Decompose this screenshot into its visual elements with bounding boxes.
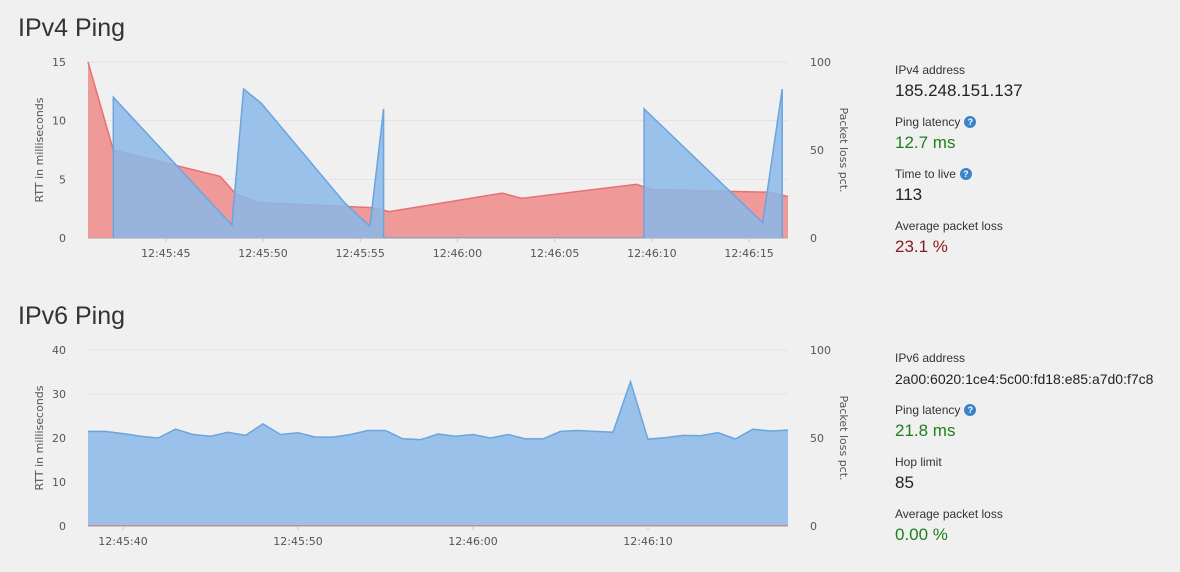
ipv4-packet-loss-label: Average packet loss xyxy=(895,219,1003,233)
ipv4-stats-panel: IPv4 address 185.248.151.137 Ping latenc… xyxy=(895,62,1175,270)
x-tick-label: 12:45:50 xyxy=(273,535,322,548)
y-tick-label: 0 xyxy=(59,232,66,245)
y-tick-label: 30 xyxy=(52,388,66,401)
ipv4-latency-value: 12.7 ms xyxy=(895,133,956,152)
ipv6-hop-limit-value: 85 xyxy=(895,473,914,492)
ipv6-latency-label: Ping latency ? xyxy=(895,402,1175,418)
help-icon[interactable]: ? xyxy=(959,168,972,180)
x-tick-label: 12:45:55 xyxy=(336,247,385,260)
ipv6-latency-value: 21.8 ms xyxy=(895,421,956,440)
y-axis-title: RTT in milliseconds xyxy=(33,385,46,490)
ipv4-section-title: IPv4 Ping xyxy=(18,14,126,42)
x-tick-label: 12:46:05 xyxy=(530,247,579,260)
ipv4-latency-label: Ping latency ? xyxy=(895,114,1175,130)
y-tick-label: 0 xyxy=(59,520,66,533)
ipv6-address-label: IPv6 address xyxy=(895,351,966,365)
x-tick-label: 12:46:10 xyxy=(623,535,672,548)
y2-axis-title: Packet loss pct. xyxy=(837,107,850,192)
y2-tick-label: 100 xyxy=(810,344,831,357)
x-tick-label: 12:46:00 xyxy=(433,247,482,260)
packet-loss-series-area xyxy=(88,62,788,238)
y-tick-label: 10 xyxy=(52,476,66,489)
ipv6-stats-panel: IPv6 address 2a00:6020:1ce4:5c00:fd18:e8… xyxy=(895,350,1175,558)
ipv6-packet-loss-value: 0.00 % xyxy=(895,525,948,544)
y-tick-label: 5 xyxy=(59,173,66,186)
ipv4-ping-chart: 0 5 10 15 0 50 100 12:45:45 12:45:50 12:45:55 12:4… xyxy=(33,56,850,260)
rtt-series-line xyxy=(112,87,783,239)
ipv4-packet-loss-value: 23.1 % xyxy=(895,237,948,256)
y-tick-label: 20 xyxy=(52,432,66,445)
y-tick-label: 15 xyxy=(52,56,66,69)
ipv4-ttl-label: Time to live ? xyxy=(895,166,1175,182)
x-tick-label: 12:46:10 xyxy=(627,247,676,260)
x-tick-label: 12:45:50 xyxy=(238,247,287,260)
ipv6-hop-limit-label: Hop limit xyxy=(895,455,942,469)
ipv6-section-title: IPv6 Ping xyxy=(18,302,126,330)
x-tick-label: 12:46:00 xyxy=(448,535,497,548)
x-tick-label: 12:45:45 xyxy=(141,247,190,260)
y-tick-label: 40 xyxy=(52,344,66,357)
y2-tick-label: 50 xyxy=(810,144,824,157)
y2-tick-label: 0 xyxy=(810,520,817,533)
y2-tick-label: 0 xyxy=(810,232,817,245)
rtt-series-line xyxy=(88,379,789,441)
x-tick-label: 12:45:40 xyxy=(98,535,147,548)
ipv6-address-value: 2a00:6020:1ce4:5c00:fd18:e85:a7d0:f7c8 xyxy=(895,371,1154,387)
ipv4-address-label: IPv4 address xyxy=(895,63,966,77)
y2-axis-title: Packet loss pct. xyxy=(837,395,850,480)
y2-tick-label: 50 xyxy=(810,432,824,445)
y-tick-label: 10 xyxy=(52,115,66,128)
help-icon[interactable]: ? xyxy=(964,404,977,416)
x-tick-label: 12:46:15 xyxy=(724,247,773,260)
ipv6-packet-loss-label: Average packet loss xyxy=(895,507,1003,521)
y2-tick-label: 100 xyxy=(810,56,831,69)
help-icon[interactable]: ? xyxy=(964,116,977,128)
ipv4-address-value: 185.248.151.137 xyxy=(895,81,1023,100)
y-axis-title: RTT in milliseconds xyxy=(33,97,46,202)
rtt-series-area xyxy=(88,381,788,526)
ipv4-ttl-value: 113 xyxy=(895,185,923,204)
ipv6-ping-chart: 0 10 20 30 40 0 50 100 12:45:40 12:45:50 12:46:00 1… xyxy=(33,344,850,548)
